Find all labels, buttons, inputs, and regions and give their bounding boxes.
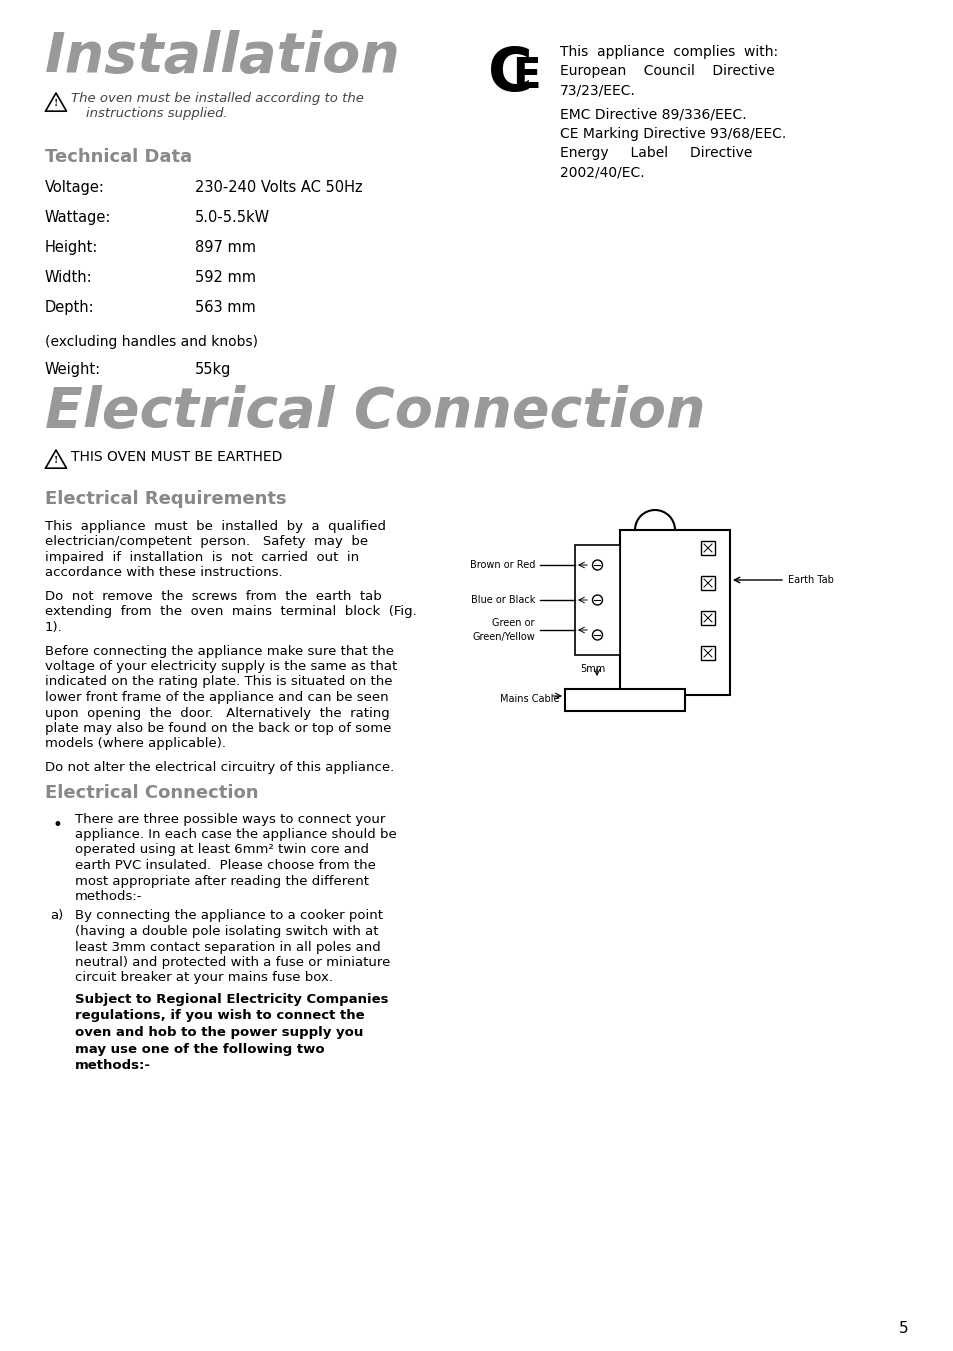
Text: earth PVC insulated.  Please choose from the: earth PVC insulated. Please choose from … (75, 859, 375, 871)
Text: Installation: Installation (45, 30, 400, 84)
Text: Green or: Green or (492, 617, 535, 628)
Text: extending  from  the  oven  mains  terminal  block  (Fig.: extending from the oven mains terminal b… (45, 605, 416, 619)
Text: This  appliance  complies  with:: This appliance complies with: (559, 45, 778, 59)
Text: 5: 5 (899, 1321, 908, 1336)
Text: Energy     Label     Directive: Energy Label Directive (559, 146, 752, 159)
Circle shape (592, 594, 602, 605)
Text: indicated on the rating plate. This is situated on the: indicated on the rating plate. This is s… (45, 676, 392, 689)
Text: Mains Cable: Mains Cable (500, 694, 559, 704)
Text: Do  not  remove  the  screws  from  the  earth  tab: Do not remove the screws from the earth … (45, 590, 381, 603)
Text: Technical Data: Technical Data (45, 149, 192, 166)
Text: Weight:: Weight: (45, 362, 101, 377)
Text: 897 mm: 897 mm (194, 240, 255, 255)
Text: European    Council    Directive: European Council Directive (559, 63, 774, 78)
Text: most appropriate after reading the different: most appropriate after reading the diffe… (75, 874, 369, 888)
Text: Blue or Black: Blue or Black (470, 594, 535, 605)
Text: regulations, if you wish to connect the: regulations, if you wish to connect the (75, 1009, 364, 1023)
Text: CE Marking Directive 93/68/EEC.: CE Marking Directive 93/68/EEC. (559, 127, 785, 141)
Text: 5mm: 5mm (579, 663, 604, 674)
Text: By connecting the appliance to a cooker point: By connecting the appliance to a cooker … (75, 909, 382, 923)
Text: Electrical Requirements: Electrical Requirements (45, 490, 286, 508)
Bar (700, 611, 714, 626)
Text: C: C (488, 45, 532, 104)
Text: E: E (512, 55, 540, 97)
Text: accordance with these instructions.: accordance with these instructions. (45, 566, 282, 580)
Text: Earth Tab: Earth Tab (787, 576, 833, 585)
Text: The oven must be installed according to the: The oven must be installed according to … (71, 92, 363, 105)
Bar (700, 576, 714, 590)
Text: Green/Yellow: Green/Yellow (472, 632, 535, 642)
Text: instructions supplied.: instructions supplied. (86, 107, 228, 120)
Text: operated using at least 6mm² twin core and: operated using at least 6mm² twin core a… (75, 843, 369, 857)
Text: 55kg: 55kg (194, 362, 232, 377)
Text: Subject to Regional Electricity Companies: Subject to Regional Electricity Companie… (75, 993, 388, 1006)
Text: 563 mm: 563 mm (194, 300, 255, 315)
Text: Brown or Red: Brown or Red (469, 561, 535, 570)
Text: methods:-: methods:- (75, 1059, 151, 1071)
Text: EMC Directive 89/336/EEC.: EMC Directive 89/336/EEC. (559, 108, 746, 122)
Text: least 3mm contact separation in all poles and: least 3mm contact separation in all pole… (75, 940, 380, 954)
Text: 1).: 1). (45, 621, 63, 634)
Bar (700, 646, 714, 661)
Text: (excluding handles and knobs): (excluding handles and knobs) (45, 335, 257, 349)
Text: Depth:: Depth: (45, 300, 94, 315)
Text: 592 mm: 592 mm (194, 270, 255, 285)
Text: Width:: Width: (45, 270, 92, 285)
Text: Voltage:: Voltage: (45, 180, 105, 195)
Bar (564, 689, 684, 711)
Text: 230-240 Volts AC 50Hz: 230-240 Volts AC 50Hz (194, 180, 362, 195)
Text: Electrical Connection: Electrical Connection (45, 785, 258, 802)
Circle shape (592, 630, 602, 640)
Text: circuit breaker at your mains fuse box.: circuit breaker at your mains fuse box. (75, 971, 333, 985)
Text: electrician/competent  person.   Safety  may  be: electrician/competent person. Safety may… (45, 535, 368, 549)
Bar (700, 540, 714, 555)
Text: lower front frame of the appliance and can be seen: lower front frame of the appliance and c… (45, 690, 388, 704)
Text: neutral) and protected with a fuse or miniature: neutral) and protected with a fuse or mi… (75, 957, 390, 969)
Text: plate may also be found on the back or top of some: plate may also be found on the back or t… (45, 721, 391, 735)
Text: •: • (53, 816, 63, 835)
Text: There are three possible ways to connect your: There are three possible ways to connect… (75, 812, 385, 825)
Bar (619, 530, 729, 694)
Text: 5.0-5.5kW: 5.0-5.5kW (194, 209, 270, 226)
Text: upon  opening  the  door.   Alternatively  the  rating: upon opening the door. Alternatively the… (45, 707, 390, 720)
Text: !: ! (53, 455, 58, 465)
Text: may use one of the following two: may use one of the following two (75, 1043, 324, 1055)
Text: Wattage:: Wattage: (45, 209, 112, 226)
Circle shape (592, 561, 602, 570)
Text: Electrical Connection: Electrical Connection (45, 385, 705, 439)
Text: impaired  if  installation  is  not  carried  out  in: impaired if installation is not carried … (45, 551, 358, 563)
Text: voltage of your electricity supply is the same as that: voltage of your electricity supply is th… (45, 661, 396, 673)
Text: THIS OVEN MUST BE EARTHED: THIS OVEN MUST BE EARTHED (71, 450, 282, 463)
Text: methods:-: methods:- (75, 890, 142, 902)
Text: !: ! (53, 99, 58, 108)
Text: 73/23/EEC.: 73/23/EEC. (559, 82, 636, 97)
Text: (having a double pole isolating switch with at: (having a double pole isolating switch w… (75, 925, 378, 938)
Text: oven and hob to the power supply you: oven and hob to the power supply you (75, 1025, 363, 1039)
Text: Height:: Height: (45, 240, 98, 255)
Text: models (where applicable).: models (where applicable). (45, 738, 226, 751)
Text: Do not alter the electrical circuitry of this appliance.: Do not alter the electrical circuitry of… (45, 761, 394, 774)
Text: Before connecting the appliance make sure that the: Before connecting the appliance make sur… (45, 644, 394, 658)
Text: This  appliance  must  be  installed  by  a  qualified: This appliance must be installed by a qu… (45, 520, 386, 534)
Text: 2002/40/EC.: 2002/40/EC. (559, 165, 644, 178)
Bar (575, 544, 619, 655)
Text: a): a) (50, 909, 63, 923)
Text: appliance. In each case the appliance should be: appliance. In each case the appliance sh… (75, 828, 396, 842)
